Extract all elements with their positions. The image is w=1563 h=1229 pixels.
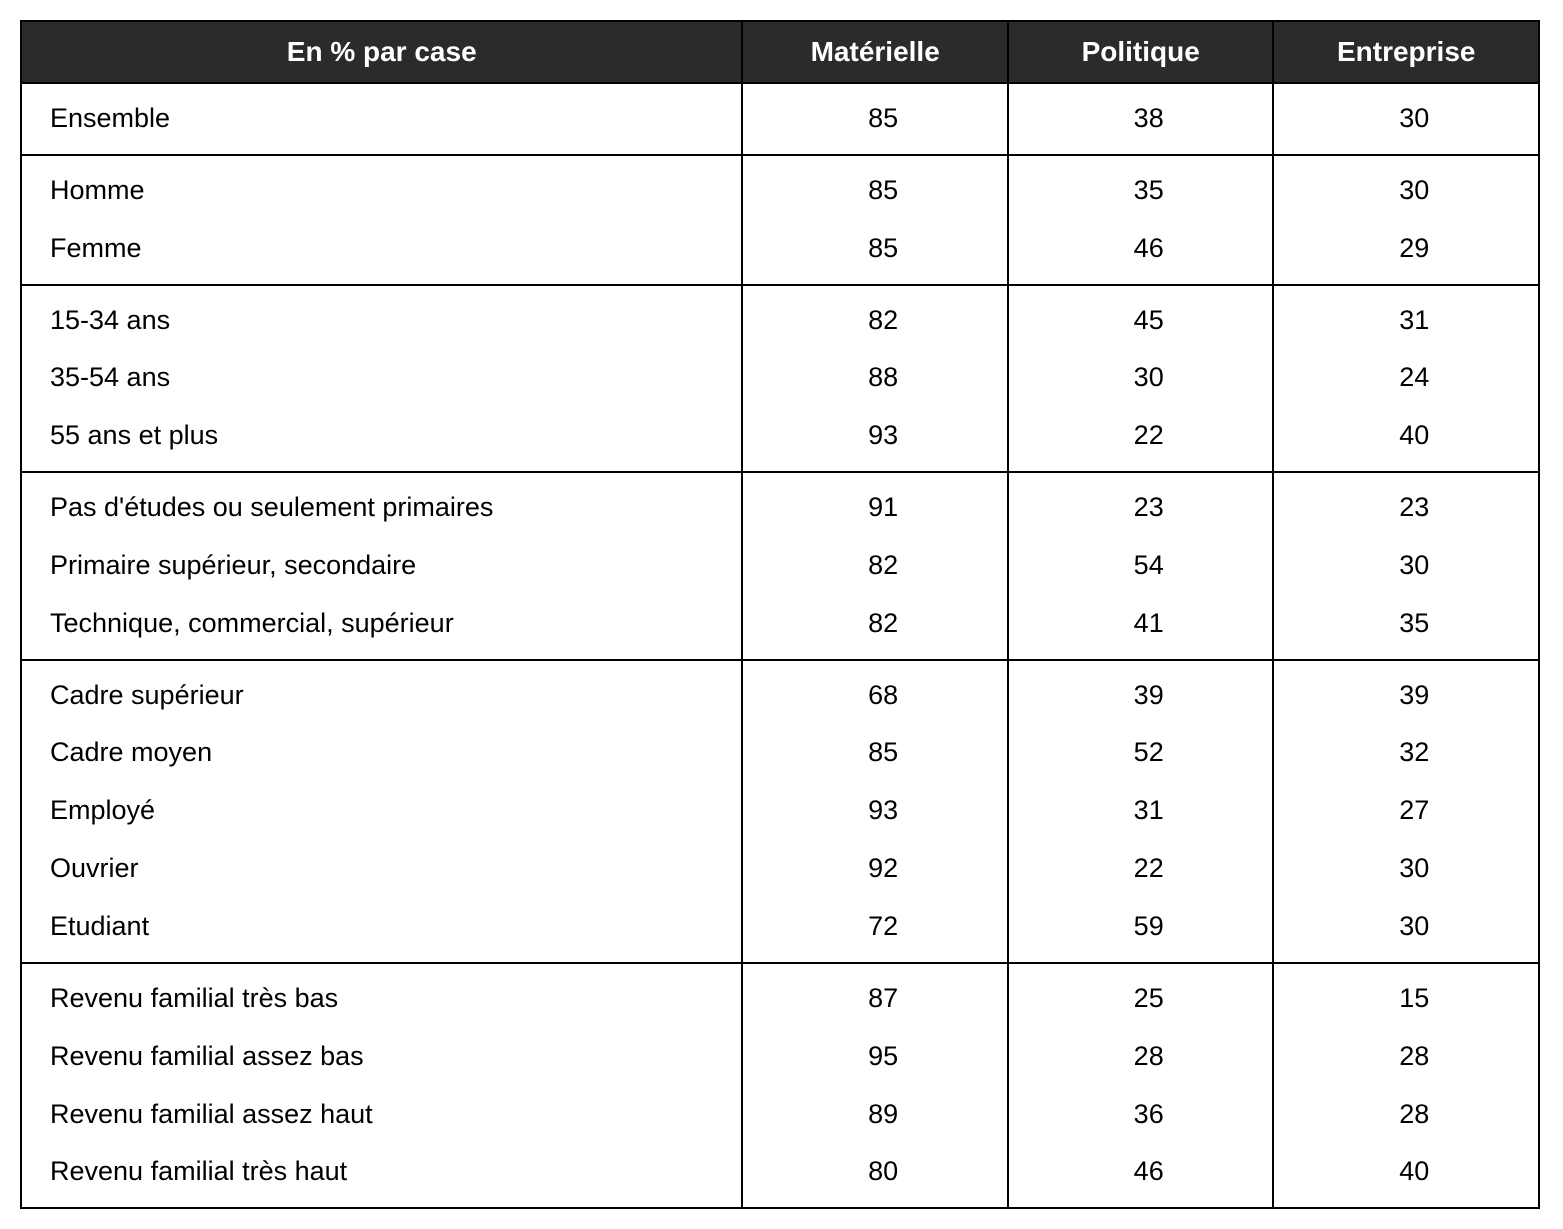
cell-politique: 36 [1008, 1086, 1274, 1144]
row-label: Revenu familial très bas [21, 963, 742, 1028]
cell-entreprise: 40 [1273, 407, 1539, 472]
cell-politique: 35 [1008, 155, 1274, 220]
cell-politique: 22 [1008, 407, 1274, 472]
cell-materielle: 85 [742, 155, 1008, 220]
cell-politique: 46 [1008, 1143, 1274, 1208]
cell-politique: 45 [1008, 285, 1274, 350]
cell-materielle: 93 [742, 407, 1008, 472]
row-label: Employé [21, 782, 742, 840]
cell-politique: 25 [1008, 963, 1274, 1028]
row-label: Primaire supérieur, secondaire [21, 537, 742, 595]
row-label: Etudiant [21, 898, 742, 963]
cell-politique: 59 [1008, 898, 1274, 963]
cell-entreprise: 23 [1273, 472, 1539, 537]
row-label: Femme [21, 220, 742, 285]
row-label: Homme [21, 155, 742, 220]
table-row: Cadre supérieur683939 [21, 660, 1539, 725]
cell-materielle: 85 [742, 83, 1008, 155]
cell-politique: 22 [1008, 840, 1274, 898]
col-header-entreprise: Entreprise [1273, 21, 1539, 83]
cell-entreprise: 28 [1273, 1028, 1539, 1086]
cell-entreprise: 24 [1273, 349, 1539, 407]
table-row: Etudiant725930 [21, 898, 1539, 963]
table-row: Primaire supérieur, secondaire825430 [21, 537, 1539, 595]
row-label: Pas d'études ou seulement primaires [21, 472, 742, 537]
cell-entreprise: 15 [1273, 963, 1539, 1028]
table-row: Ouvrier922230 [21, 840, 1539, 898]
row-label: Cadre moyen [21, 724, 742, 782]
table-row: Revenu familial assez haut893628 [21, 1086, 1539, 1144]
cell-politique: 46 [1008, 220, 1274, 285]
cell-politique: 39 [1008, 660, 1274, 725]
table-row: Femme854629 [21, 220, 1539, 285]
table-row: Employé933127 [21, 782, 1539, 840]
cell-materielle: 93 [742, 782, 1008, 840]
cell-materielle: 68 [742, 660, 1008, 725]
col-header-label: En % par case [21, 21, 742, 83]
table-row: Technique, commercial, supérieur824135 [21, 595, 1539, 660]
cell-entreprise: 35 [1273, 595, 1539, 660]
row-label: Revenu familial assez haut [21, 1086, 742, 1144]
cell-materielle: 95 [742, 1028, 1008, 1086]
cell-materielle: 82 [742, 285, 1008, 350]
table-row: 55 ans et plus932240 [21, 407, 1539, 472]
cell-materielle: 72 [742, 898, 1008, 963]
table-row: Homme853530 [21, 155, 1539, 220]
cell-entreprise: 30 [1273, 155, 1539, 220]
table-row: Pas d'études ou seulement primaires91232… [21, 472, 1539, 537]
table-row: Revenu familial assez bas952828 [21, 1028, 1539, 1086]
cell-materielle: 82 [742, 537, 1008, 595]
cell-entreprise: 28 [1273, 1086, 1539, 1144]
cell-materielle: 82 [742, 595, 1008, 660]
cell-materielle: 89 [742, 1086, 1008, 1144]
table-body: Ensemble853830Homme853530Femme85462915-3… [21, 83, 1539, 1208]
col-header-politique: Politique [1008, 21, 1274, 83]
cell-materielle: 85 [742, 724, 1008, 782]
cell-politique: 54 [1008, 537, 1274, 595]
cell-entreprise: 40 [1273, 1143, 1539, 1208]
table-row: 15-34 ans824531 [21, 285, 1539, 350]
row-label: Ensemble [21, 83, 742, 155]
cell-politique: 28 [1008, 1028, 1274, 1086]
cell-entreprise: 27 [1273, 782, 1539, 840]
cell-materielle: 88 [742, 349, 1008, 407]
cell-entreprise: 30 [1273, 840, 1539, 898]
table-row: Ensemble853830 [21, 83, 1539, 155]
cell-materielle: 80 [742, 1143, 1008, 1208]
cell-politique: 31 [1008, 782, 1274, 840]
row-label: Cadre supérieur [21, 660, 742, 725]
cell-entreprise: 32 [1273, 724, 1539, 782]
table-row: Revenu familial très haut804640 [21, 1143, 1539, 1208]
cell-entreprise: 30 [1273, 537, 1539, 595]
cell-entreprise: 30 [1273, 83, 1539, 155]
table-row: Revenu familial très bas872515 [21, 963, 1539, 1028]
cell-entreprise: 31 [1273, 285, 1539, 350]
cell-politique: 41 [1008, 595, 1274, 660]
cell-politique: 30 [1008, 349, 1274, 407]
row-label: 55 ans et plus [21, 407, 742, 472]
cell-politique: 52 [1008, 724, 1274, 782]
col-header-materielle: Matérielle [742, 21, 1008, 83]
cell-materielle: 92 [742, 840, 1008, 898]
cell-entreprise: 30 [1273, 898, 1539, 963]
cell-entreprise: 39 [1273, 660, 1539, 725]
cell-politique: 38 [1008, 83, 1274, 155]
cell-materielle: 85 [742, 220, 1008, 285]
table-row: Cadre moyen855232 [21, 724, 1539, 782]
row-label: Ouvrier [21, 840, 742, 898]
cell-materielle: 87 [742, 963, 1008, 1028]
cell-materielle: 91 [742, 472, 1008, 537]
table-header: En % par case Matérielle Politique Entre… [21, 21, 1539, 83]
row-label: Revenu familial très haut [21, 1143, 742, 1208]
row-label: 35-54 ans [21, 349, 742, 407]
row-label: 15-34 ans [21, 285, 742, 350]
row-label: Revenu familial assez bas [21, 1028, 742, 1086]
row-label: Technique, commercial, supérieur [21, 595, 742, 660]
table-row: 35-54 ans883024 [21, 349, 1539, 407]
cell-entreprise: 29 [1273, 220, 1539, 285]
cell-politique: 23 [1008, 472, 1274, 537]
percentage-table: En % par case Matérielle Politique Entre… [20, 20, 1540, 1209]
